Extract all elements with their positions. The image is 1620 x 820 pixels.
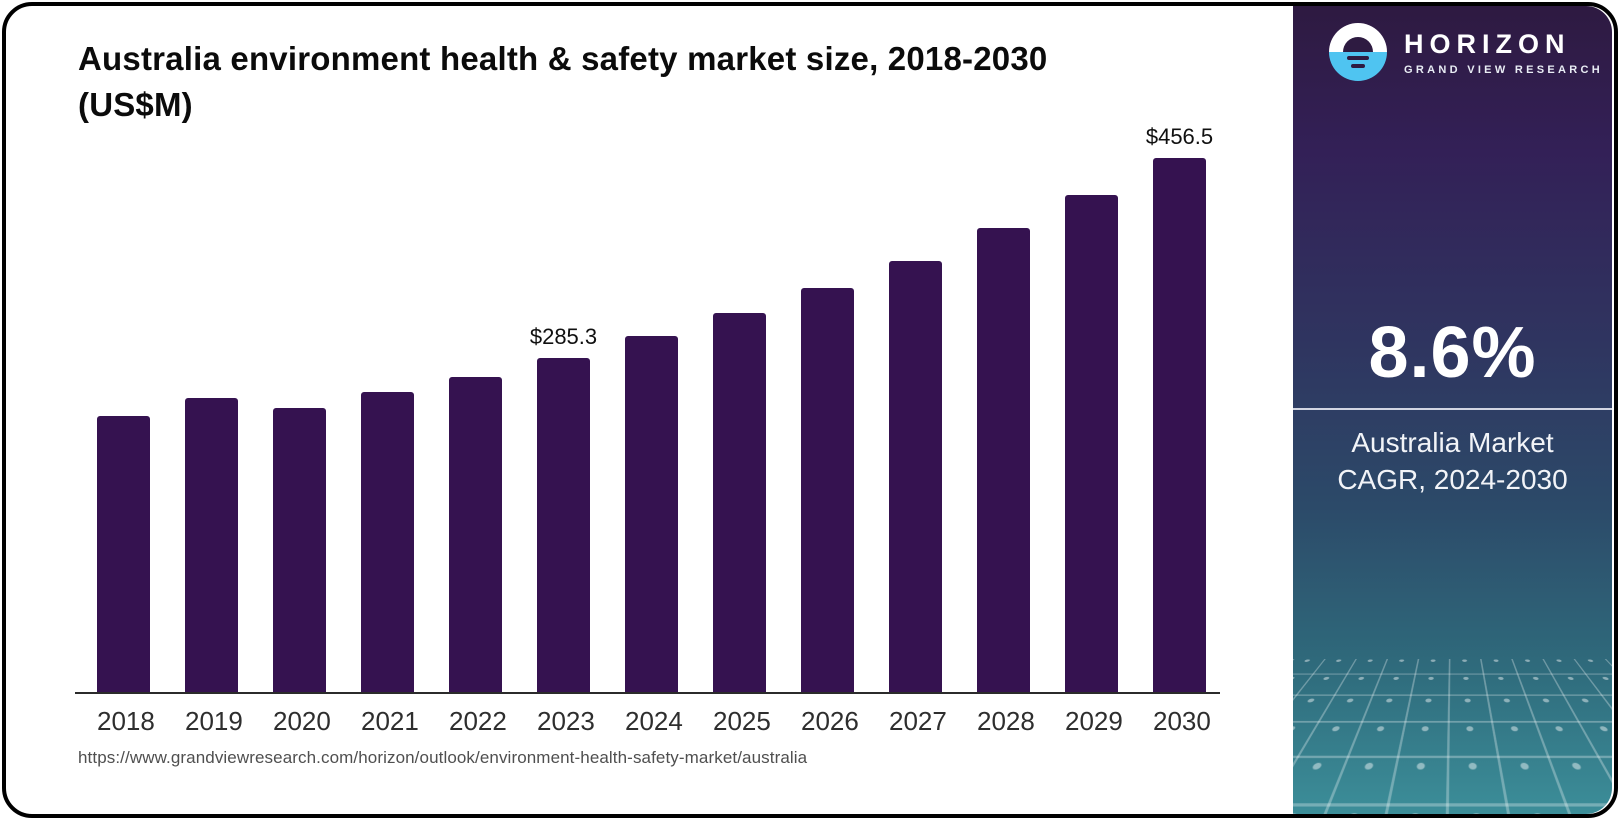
x-tick-2019: 2019 [185, 706, 238, 737]
logo-sun-shape [1343, 37, 1373, 52]
x-tick-2028: 2028 [977, 706, 1030, 737]
x-tick-2020: 2020 [273, 706, 326, 737]
bar-2028 [977, 228, 1030, 692]
brand-logo: HORIZON GRAND VIEW RESEARCH [1329, 23, 1603, 81]
bar-2019 [185, 398, 238, 692]
bar-2021 [361, 392, 414, 692]
bar-2030: $456.5 [1153, 158, 1206, 692]
chart-title-line1: Australia environment health & safety ma… [78, 36, 1198, 82]
bar-2029 [1065, 195, 1118, 692]
horizon-sun-logo-icon [1329, 23, 1387, 81]
brand-subtitle: GRAND VIEW RESEARCH [1404, 64, 1603, 76]
source-url: https://www.grandviewresearch.com/horizo… [78, 748, 807, 768]
x-tick-2018: 2018 [97, 706, 150, 737]
bar-2018 [97, 416, 150, 692]
bar-2022 [449, 377, 502, 692]
brand-name: HORIZON [1404, 29, 1603, 60]
x-tick-2021: 2021 [361, 706, 414, 737]
x-tick-2027: 2027 [889, 706, 942, 737]
value-label-2023: $285.3 [530, 324, 597, 350]
x-tick-2030: 2030 [1153, 706, 1206, 737]
x-tick-2026: 2026 [801, 706, 854, 737]
x-axis-labels: 2018 2019 2020 2021 2022 2023 2024 2025 2026 2027… [75, 706, 1220, 737]
wireframe-mesh-decoration [1293, 659, 1612, 814]
x-tick-2022: 2022 [449, 706, 502, 737]
cagr-label-line2: CAGR, 2024-2030 [1293, 461, 1612, 498]
bar-2027 [889, 261, 942, 692]
side-panel: HORIZON GRAND VIEW RESEARCH 8.6% Austral… [1293, 6, 1612, 814]
x-tick-2025: 2025 [713, 706, 766, 737]
bar-2024 [625, 336, 678, 692]
brand-wordmark: HORIZON GRAND VIEW RESEARCH [1404, 29, 1603, 76]
divider-line [1293, 408, 1612, 410]
bar-2025 [713, 313, 766, 692]
cagr-block: 8.6% Australia Market CAGR, 2024-2030 [1293, 312, 1612, 498]
bar-2020 [273, 408, 326, 692]
logo-ripple-line [1347, 56, 1369, 60]
cagr-value: 8.6% [1293, 312, 1612, 394]
value-label-2030: $456.5 [1146, 124, 1213, 150]
logo-ripple-line [1351, 64, 1365, 68]
chart-title-line2: (US$M) [78, 82, 1198, 128]
bar-chart-plot: $285.3 $456.5 [75, 134, 1220, 694]
x-tick-2029: 2029 [1065, 706, 1118, 737]
cagr-label-line1: Australia Market [1293, 424, 1612, 461]
bar-2026 [801, 288, 854, 692]
x-tick-2023: 2023 [537, 706, 590, 737]
bar-2023: $285.3 [537, 358, 590, 692]
chart-title: Australia environment health & safety ma… [78, 36, 1198, 128]
x-tick-2024: 2024 [625, 706, 678, 737]
cagr-label: Australia Market CAGR, 2024-2030 [1293, 424, 1612, 498]
infographic-card: Australia environment health & safety ma… [0, 0, 1620, 820]
